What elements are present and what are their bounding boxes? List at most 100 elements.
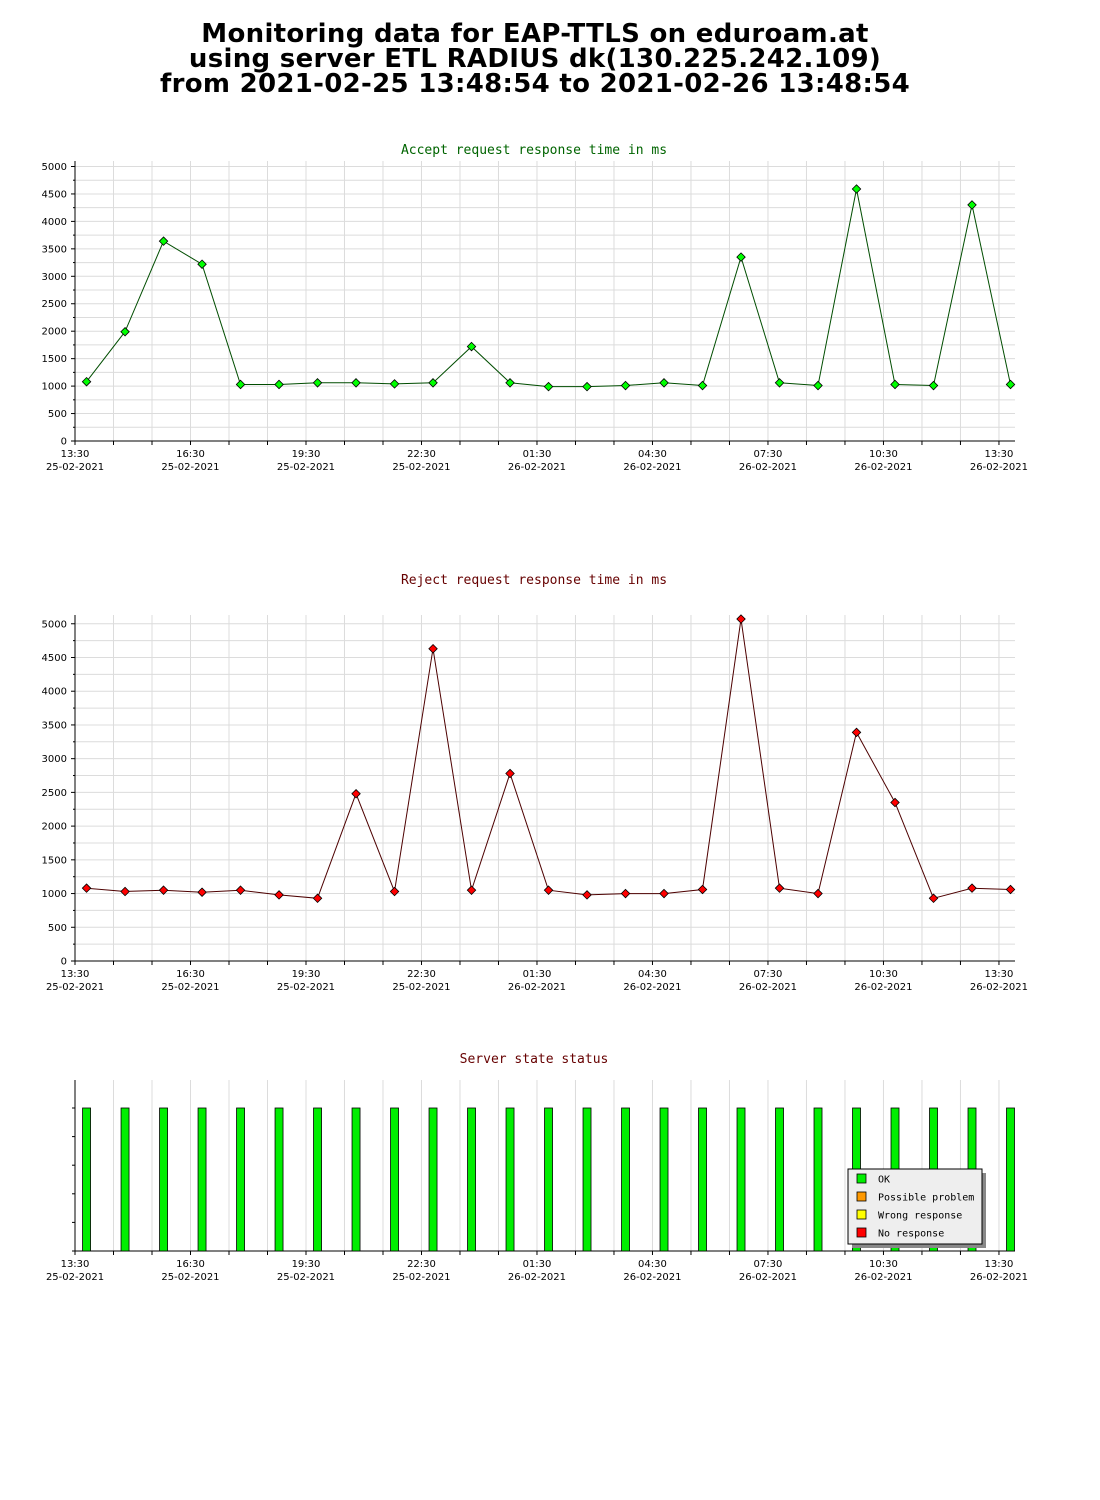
x-tick-date: 26-02-2021 [508,1272,566,1283]
chart-title: Server state status [460,1052,609,1067]
x-tick-date: 26-02-2021 [970,982,1028,993]
x-tick-label: 13:30 [61,969,90,980]
y-tick-label: 2000 [42,822,67,833]
status-bar [659,1107,669,1252]
legend-swatch [856,1173,867,1184]
x-tick-label: 13:30 [61,449,90,460]
data-point [928,380,939,391]
x-tick-label: 16:30 [176,1259,205,1270]
x-tick-date: 26-02-2021 [508,462,566,473]
x-tick-date: 25-02-2021 [161,462,219,473]
x-tick-label: 10:30 [869,969,898,980]
data-point [582,890,592,900]
legend-label: No response [878,1229,944,1240]
y-tick-label: 4500 [42,653,67,664]
x-tick-label: 10:30 [869,449,898,460]
y-tick-label: 0 [61,437,67,448]
status-bar [582,1107,592,1252]
status-bar [813,1107,823,1252]
legend-label: Possible problem [878,1193,974,1204]
x-tick-label: 13:30 [985,969,1014,980]
x-tick-date: 25-02-2021 [392,1272,450,1283]
x-tick-label: 04:30 [638,1259,667,1270]
data-point [774,378,785,388]
status-bar [390,1107,399,1252]
x-tick-date: 26-02-2021 [623,982,681,993]
data-point [274,379,284,390]
x-tick-date: 25-02-2021 [277,982,335,993]
x-tick-label: 07:30 [754,1259,783,1270]
status-bar [236,1107,245,1252]
page-title-line-1: Monitoring data for EAP-TTLS on eduroam.… [201,19,869,49]
line-chart-0: Accept request response time in ms 13:30 2… [42,143,1028,473]
data-point [582,381,592,392]
data-point [505,768,515,779]
data-point [158,885,169,895]
x-tick-label: 19:30 [292,969,321,980]
data-point [466,885,477,895]
x-tick-date: 25-02-2021 [161,1272,219,1283]
x-tick-date: 26-02-2021 [739,462,797,473]
status-bar [351,1107,361,1252]
data-point [543,381,554,392]
y-tick-label: 4500 [42,189,67,200]
status-bar [775,1107,784,1252]
page-title-line-3: from 2021-02-25 13:48:54 to 2021-02-26 1… [159,69,911,99]
x-tick-date: 25-02-2021 [46,982,104,993]
data-point [851,727,862,738]
x-tick-date: 25-02-2021 [46,462,104,473]
x-tick-date: 26-02-2021 [623,1272,681,1283]
chart-title: Accept request response time in ms [401,143,667,158]
data-point [1005,379,1016,390]
data-point [967,883,977,893]
y-tick-label: 2500 [42,299,67,310]
data-point [158,236,169,246]
data-point [197,887,207,897]
x-tick-label: 13:30 [61,1259,90,1270]
data-point [505,378,515,388]
page-title: Monitoring data for EAP-TTLS on eduroam.… [0,19,1070,99]
x-tick-label: 19:30 [292,449,321,460]
y-tick-label: 1500 [42,855,67,866]
data-point [736,252,746,262]
data-point [813,888,823,899]
data-point [120,886,130,897]
x-tick-label: 13:30 [985,1259,1014,1270]
x-tick-label: 19:30 [292,1259,321,1270]
x-tick-date: 26-02-2021 [854,462,912,473]
data-point [620,888,631,899]
x-tick-date: 25-02-2021 [277,1272,335,1283]
series-line [86,188,1011,388]
x-tick-date: 25-02-2021 [277,462,335,473]
status-chart: Server state status 13:30 25-02-2021 16:30 2… [46,1052,1028,1283]
data-point [543,885,554,895]
legend-swatch [856,1227,867,1238]
y-tick-label: 1500 [42,354,67,365]
status-bar [698,1107,707,1252]
data-point [235,885,246,895]
status-bar [467,1107,476,1252]
data-point [120,326,130,337]
x-tick-date: 26-02-2021 [508,982,566,993]
data-point [274,890,284,900]
data-point [890,379,900,390]
data-point [697,884,708,895]
x-tick-label: 07:30 [754,449,783,460]
x-tick-label: 22:30 [407,969,436,980]
y-tick-label: 1000 [42,889,67,900]
y-tick-label: 5000 [42,162,67,173]
data-point [428,378,438,388]
y-tick-label: 3500 [42,720,67,731]
status-bar [621,1107,630,1252]
data-point [81,376,92,387]
y-tick-label: 3500 [42,244,67,255]
status-bar [313,1107,322,1252]
x-tick-date: 26-02-2021 [623,462,681,473]
y-tick-label: 0 [61,957,67,968]
data-point [813,380,823,391]
data-point [312,893,323,904]
data-point [697,380,708,391]
x-tick-date: 26-02-2021 [739,1272,797,1283]
x-tick-date: 25-02-2021 [392,982,450,993]
